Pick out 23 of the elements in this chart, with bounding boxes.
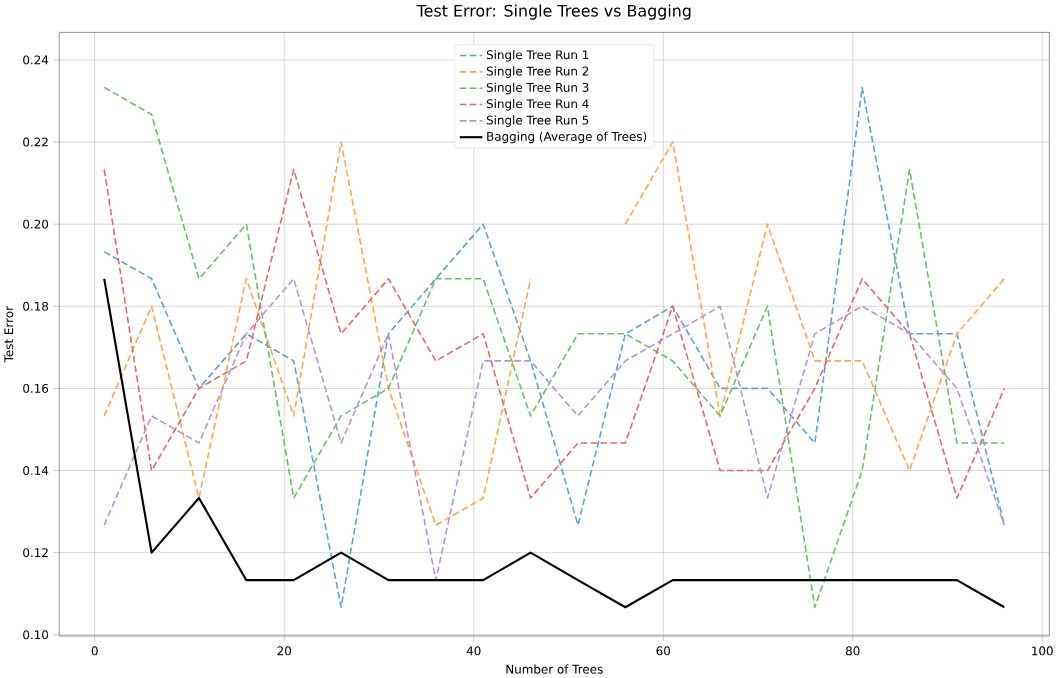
y-tick-label: 0.16 xyxy=(23,383,49,393)
y-axis-title: Test Error xyxy=(4,306,14,363)
x-tick-label: 0 xyxy=(91,646,98,656)
legend-label: Single Tree Run 1 xyxy=(486,50,589,62)
legend-label: Single Tree Run 5 xyxy=(486,115,589,127)
y-tick-label: 0.10 xyxy=(23,630,49,640)
x-tick-label: 60 xyxy=(656,646,671,656)
legend-label: Bagging (Average of Trees) xyxy=(487,131,647,144)
legend-label: Single Tree Run 2 xyxy=(486,66,589,78)
y-tick-label: 0.14 xyxy=(23,465,49,475)
legend-label: Single Tree Run 3 xyxy=(486,82,589,95)
x-tick-label: 40 xyxy=(466,646,481,656)
y-tick-label: 0.24 xyxy=(23,55,49,65)
y-tick-label: 0.20 xyxy=(23,219,49,229)
x-tick-label: 80 xyxy=(845,646,860,656)
y-tick-label: 0.12 xyxy=(23,548,48,558)
legend-label: Single Tree Run 4 xyxy=(486,99,589,111)
x-tick-label: 20 xyxy=(277,646,292,656)
y-tick-label: 0.22 xyxy=(23,137,48,147)
chart-title: Test Error: Single Trees vs Bagging xyxy=(416,4,691,20)
x-axis-title: Number of Trees xyxy=(506,664,603,674)
x-tick-label: 100 xyxy=(1032,646,1053,656)
y-tick-label: 0.18 xyxy=(23,301,49,311)
